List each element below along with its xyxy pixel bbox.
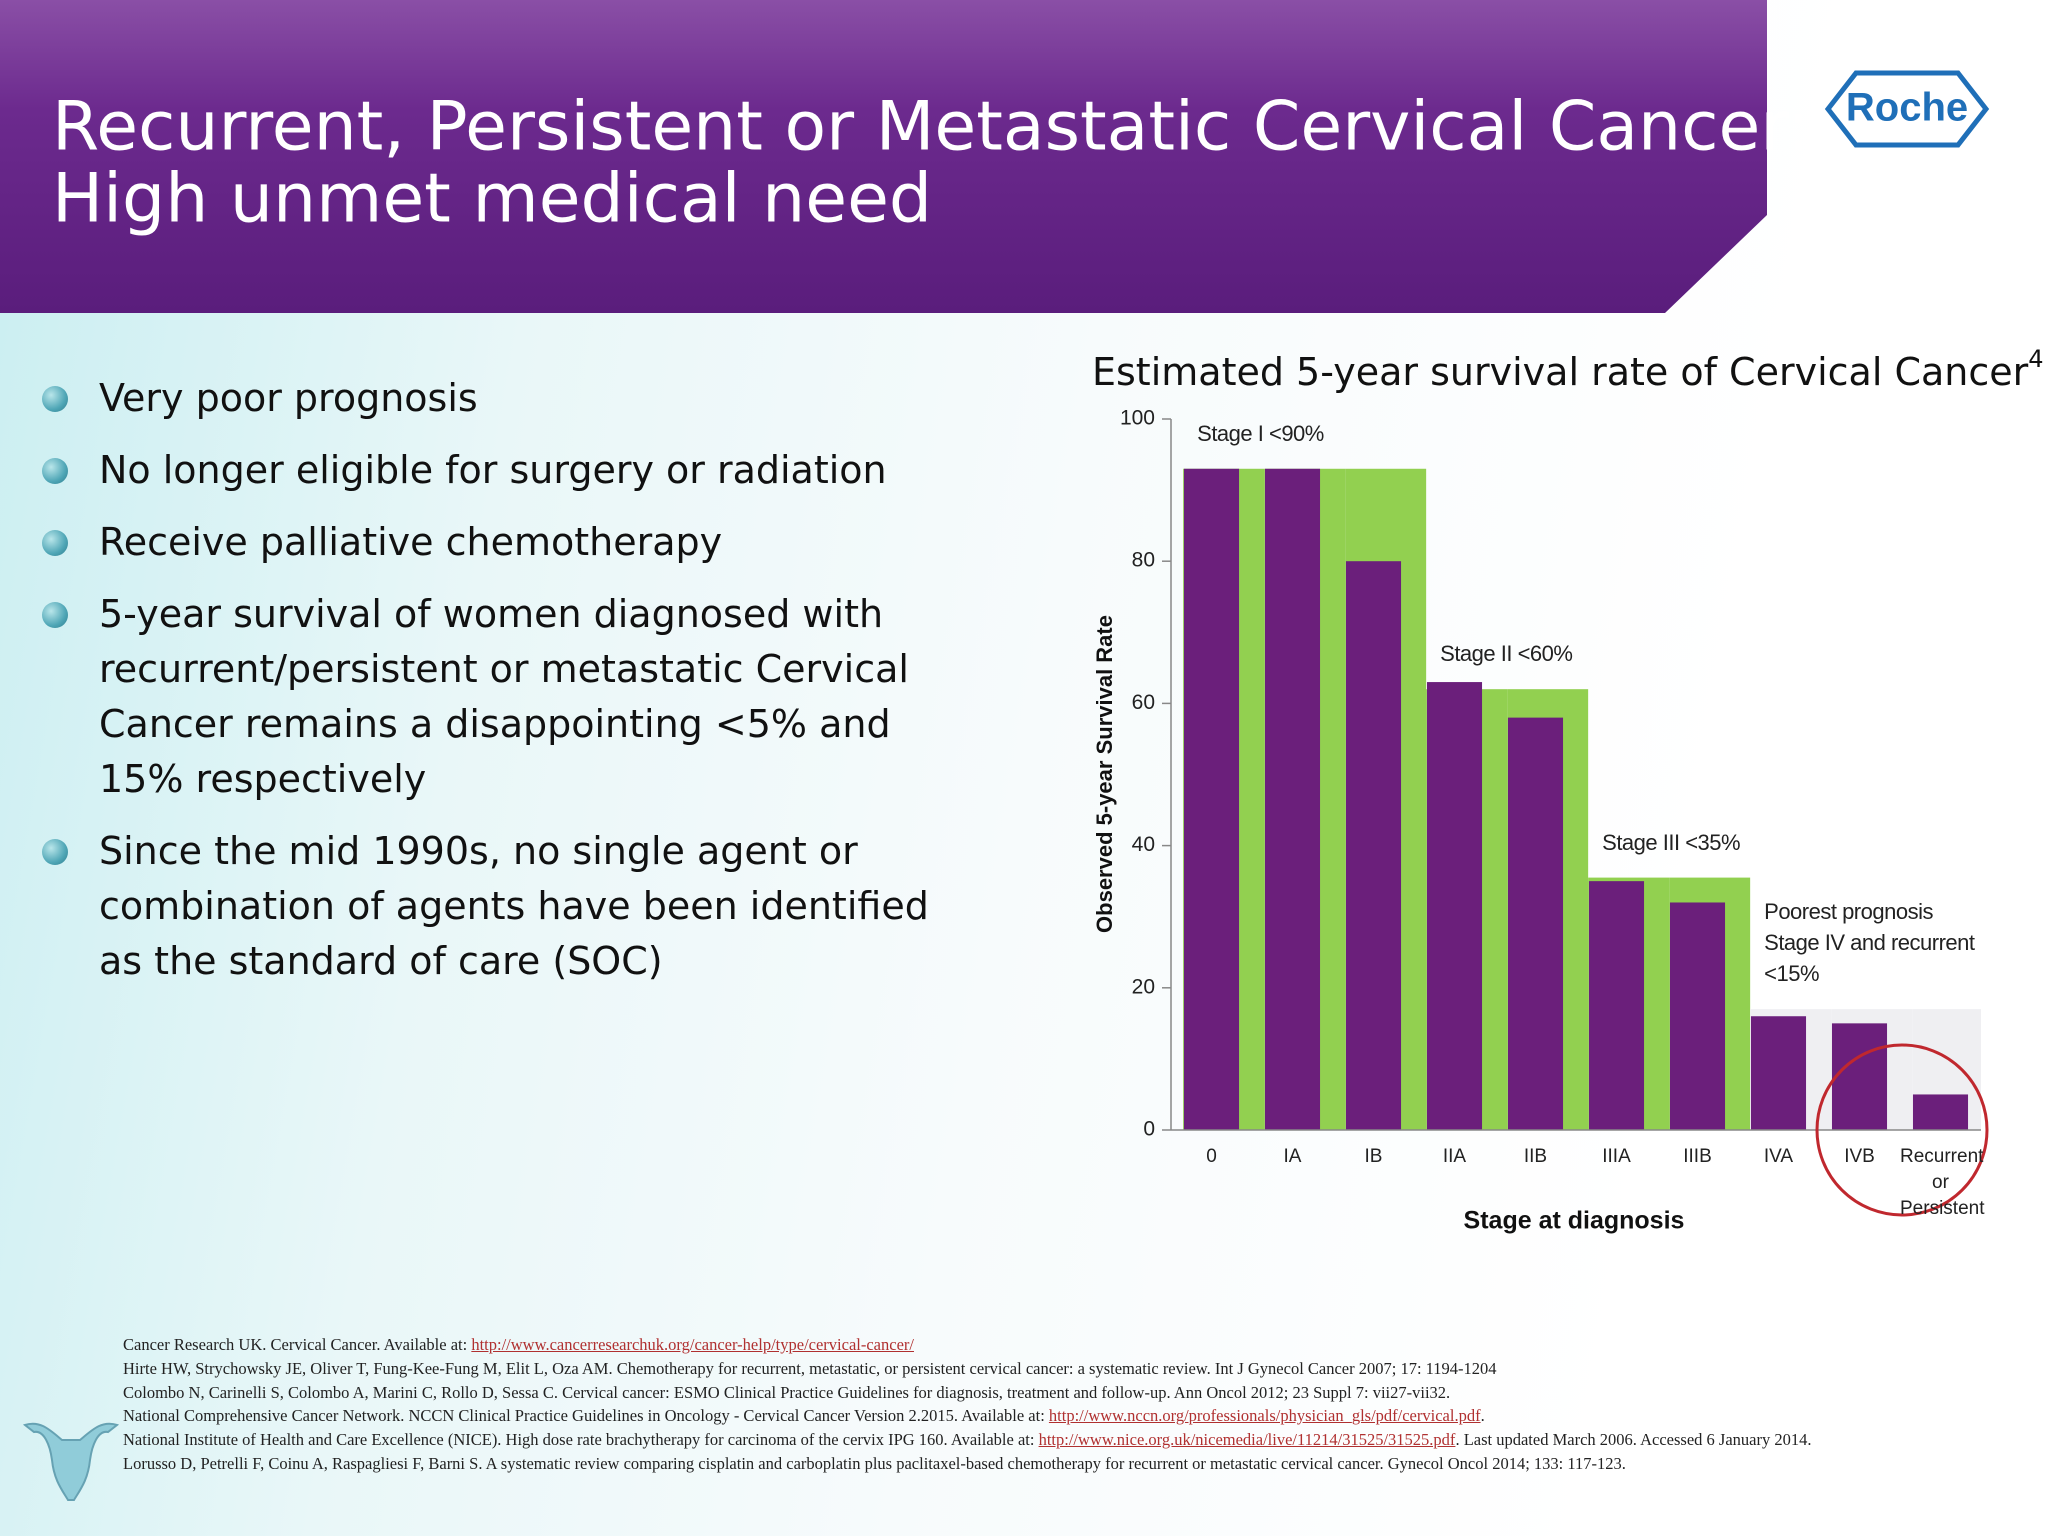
reference-text: Cancer Research UK. Cervical Cancer. Ava…: [123, 1335, 472, 1354]
bullet-text: Very poor prognosis: [99, 376, 478, 420]
chart-title-sup: 4: [2028, 345, 2043, 373]
x-tick-label: IA: [1283, 1146, 1302, 1167]
x-tick-label: IIIB: [1683, 1146, 1712, 1167]
group-label-line: Stage I <90%: [1197, 420, 1324, 446]
bar: [1912, 1094, 1969, 1130]
group-label: Stage III <35%: [1602, 827, 1740, 858]
bullet-item: Very poor prognosis: [36, 371, 979, 426]
bullet-list: Very poor prognosis No longer eligible fo…: [36, 371, 976, 1006]
header-band: [0, 0, 1767, 313]
y-axis-title: Observed 5-year Survival Rate: [1092, 615, 1117, 933]
x-axis-title: Stage at diagnosis: [1464, 1207, 1685, 1235]
reference: National Institute of Health and Care Ex…: [123, 1428, 1811, 1452]
bar: [1507, 717, 1564, 1130]
bar: [1831, 1023, 1888, 1130]
reference-link[interactable]: http://www.cancerresearchuk.org/cancer-h…: [471, 1335, 914, 1354]
group-label: Stage I <90%: [1197, 418, 1324, 449]
reference: Hirte HW, Strychowsky JE, Oliver T, Fung…: [123, 1357, 1811, 1381]
reference: Lorusso D, Petrelli F, Coinu A, Raspagli…: [123, 1452, 1811, 1476]
references: Cancer Research UK. Cervical Cancer. Ava…: [123, 1333, 1811, 1476]
reference-text: National Comprehensive Cancer Network. N…: [123, 1406, 1049, 1426]
bar: [1345, 561, 1402, 1130]
bar: [1264, 468, 1321, 1130]
bullet-icon: [42, 458, 68, 484]
uterus-icon: [22, 1422, 120, 1501]
bar: [1669, 902, 1726, 1130]
chart-title: Estimated 5-year survival rate of Cervic…: [1092, 345, 2044, 394]
group-label-line: <15%: [1764, 961, 1820, 987]
bar: [1426, 682, 1483, 1130]
reference-text: Colombo N, Carinelli S, Colombo A, Marin…: [123, 1382, 1451, 1402]
reference-link[interactable]: http://www.nccn.org/professionals/physic…: [1048, 1406, 1481, 1426]
y-tick-label: 60: [1132, 691, 1155, 714]
logo-text: Roche: [1846, 86, 1968, 130]
bullet-icon: [42, 530, 68, 556]
x-tick-label: IIIA: [1602, 1146, 1631, 1167]
reference-link[interactable]: http://www.nice.org.uk/nicemedia/live/11…: [1038, 1430, 1456, 1450]
reference-text: . Last updated March 2006. Accessed 6 Ja…: [1455, 1430, 1812, 1450]
chart-title-text: Estimated 5-year survival rate of Cervic…: [1092, 350, 2029, 394]
bullet-item: 5-year survival of women diagnosed with …: [36, 587, 979, 807]
bar: [1750, 1016, 1807, 1130]
group-label: Poorest prognosis Stage IV and recurrent …: [1764, 896, 1975, 989]
x-tick-label: Recurrent or Persistent: [1900, 1146, 1985, 1219]
bullet-text: 5-year survival of women diagnosed with …: [99, 592, 909, 801]
group-label-line: Stage III <35%: [1602, 829, 1741, 855]
bar: [1183, 468, 1240, 1130]
reference-text: National Institute of Health and Care Ex…: [123, 1430, 1039, 1450]
bullet-item: Since the mid 1990s, no single agent or …: [36, 824, 979, 989]
group-label-line: Poorest prognosis: [1764, 899, 1933, 925]
chart: 0 20 40 60 80 100: [1120, 407, 1981, 1141]
group-label-line: Stage II <60%: [1440, 641, 1573, 667]
x-tick-label: 0: [1206, 1146, 1217, 1167]
bullet-item: No longer eligible for surgery or radiat…: [36, 443, 979, 498]
group-label-line: Stage IV and recurrent: [1764, 930, 1975, 956]
x-tick-label: IIB: [1523, 1146, 1548, 1167]
reference: National Comprehensive Cancer Network. N…: [123, 1404, 1811, 1428]
bullet-item: Receive palliative chemotherapy: [36, 515, 979, 570]
y-tick-label: 40: [1132, 833, 1155, 856]
highlight-circle: [1815, 1043, 1989, 1217]
reference-text: Lorusso D, Petrelli F, Coinu A, Raspagli…: [123, 1453, 1626, 1473]
group-label: Stage II <60%: [1440, 638, 1573, 669]
reference-text: Hirte HW, Strychowsky JE, Oliver T, Fung…: [123, 1358, 1497, 1378]
y-tick-label: 0: [1143, 1118, 1155, 1141]
reference-text: .: [1480, 1406, 1485, 1426]
logo: Roche: [1824, 70, 1990, 148]
slide-title: Recurrent, Persistent or Metastatic Cerv…: [52, 88, 1810, 167]
x-tick-label: IIA: [1442, 1146, 1467, 1167]
slide-title: High unmet medical need: [52, 160, 932, 239]
y-tick-label: 20: [1132, 975, 1155, 998]
bullet-icon: [42, 839, 68, 865]
y-tick-label: 80: [1132, 549, 1155, 572]
bullet-icon: [42, 602, 68, 628]
reference: Cancer Research UK. Cervical Cancer. Ava…: [123, 1333, 1811, 1357]
y-tick-label: 100: [1120, 407, 1155, 430]
bullet-icon: [42, 386, 68, 412]
bullet-text: Since the mid 1990s, no single agent or …: [99, 829, 929, 983]
bullet-text: Receive palliative chemotherapy: [99, 520, 723, 564]
x-tick-label: IVA: [1763, 1146, 1794, 1167]
reference: Colombo N, Carinelli S, Colombo A, Marin…: [123, 1381, 1811, 1405]
x-tick-label: IVB: [1844, 1146, 1875, 1167]
x-tick-label: IB: [1364, 1146, 1383, 1167]
bar: [1588, 881, 1645, 1130]
bullet-text: No longer eligible for surgery or radiat…: [99, 448, 887, 492]
